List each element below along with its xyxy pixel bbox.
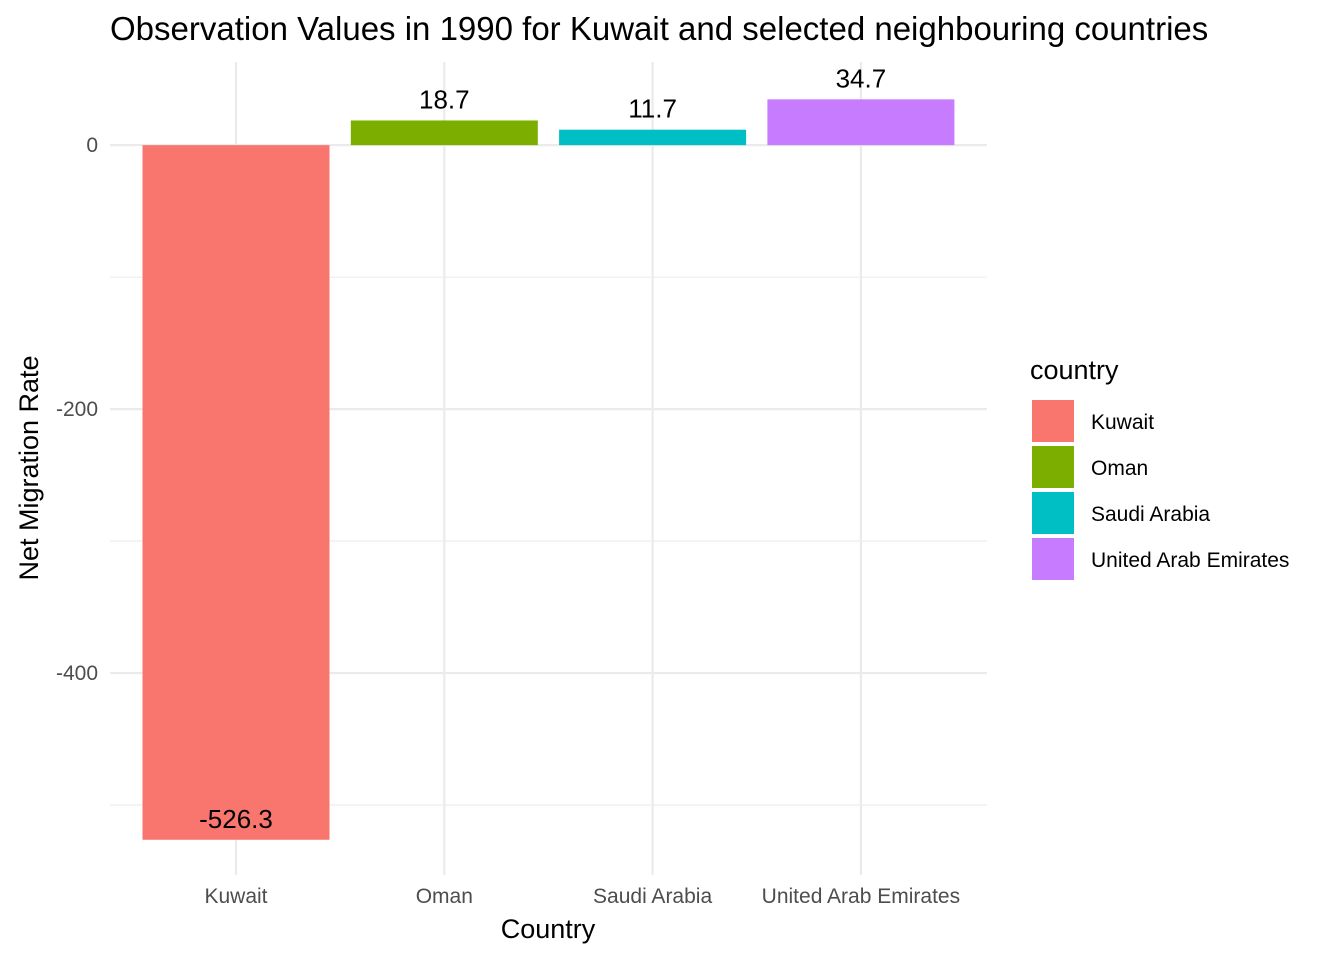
bar-labels: -526.3 18.7 11.7 34.7 xyxy=(199,63,886,833)
y-tick-label: -400 xyxy=(56,662,98,685)
legend: country Kuwait Oman Saudi Arabia United Ara… xyxy=(1030,355,1289,580)
chart-title: Observation Values in 1990 for Kuwait an… xyxy=(110,10,1208,47)
x-tick-label: Oman xyxy=(416,885,473,908)
bar-united-arab-emirates xyxy=(767,99,955,146)
bar-value-label: 34.7 xyxy=(836,63,887,93)
bar-value-label: -526.3 xyxy=(199,804,273,834)
y-axis-title: Net Migration Rate xyxy=(14,355,44,580)
legend-swatch xyxy=(1032,538,1074,580)
bar-oman xyxy=(350,120,538,146)
legend-swatch xyxy=(1032,446,1074,488)
y-axis-ticks: 0 -200 -400 xyxy=(56,134,98,685)
bars xyxy=(142,99,955,840)
legend-label: Oman xyxy=(1091,457,1148,480)
bar-value-label: 18.7 xyxy=(419,84,470,114)
x-tick-label: United Arab Emirates xyxy=(762,885,960,908)
x-axis-title: Country xyxy=(501,914,596,944)
legend-swatch xyxy=(1032,492,1074,534)
legend-label: Saudi Arabia xyxy=(1091,503,1210,526)
legend-title: country xyxy=(1030,355,1119,385)
bar-value-label: 11.7 xyxy=(628,94,677,124)
legend-label: Kuwait xyxy=(1091,411,1154,434)
x-axis-ticks: Kuwait Oman Saudi Arabia United Arab Emirat… xyxy=(204,885,960,908)
legend-swatch xyxy=(1032,400,1074,442)
bar-kuwait xyxy=(142,145,330,840)
y-tick-label: 0 xyxy=(86,134,98,157)
bar-saudi-arabia xyxy=(559,129,747,146)
y-tick-label: -200 xyxy=(56,398,98,421)
x-tick-label: Kuwait xyxy=(204,885,267,908)
x-tick-label: Saudi Arabia xyxy=(593,885,712,908)
legend-label: United Arab Emirates xyxy=(1091,549,1289,572)
